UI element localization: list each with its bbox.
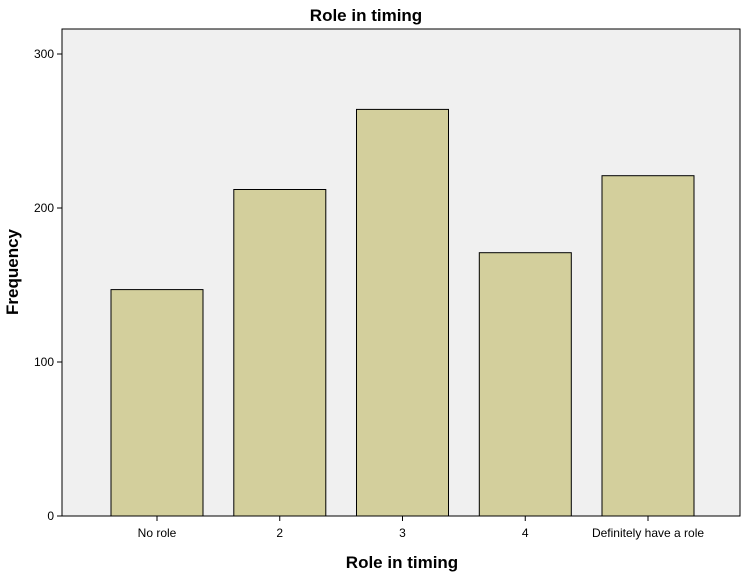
bar-0 [110,289,204,517]
y-axis-label: Frequency [3,228,22,315]
x-axis-ticks: No role 2 3 4 Definitely have a role [138,516,704,540]
y-axis-ticks: 0 100 200 300 [34,47,62,523]
x-tick-label: No role [138,526,177,540]
y-tick-label: 0 [47,509,54,523]
chart-title: Role in timing [310,6,422,25]
x-axis-label: Role in timing [346,553,458,572]
y-tick-label: 100 [34,355,54,369]
x-tick-label: 3 [399,526,406,540]
bars-group [110,108,695,517]
x-tick-label: 2 [276,526,283,540]
x-tick-label: Definitely have a role [592,526,704,540]
bar-2 [356,108,449,517]
y-tick-label: 300 [34,47,54,61]
bar-1 [233,189,327,517]
y-tick-label: 200 [34,201,54,215]
bar-3 [478,252,572,517]
x-tick-label: 4 [522,526,529,540]
bar-4 [601,175,695,517]
